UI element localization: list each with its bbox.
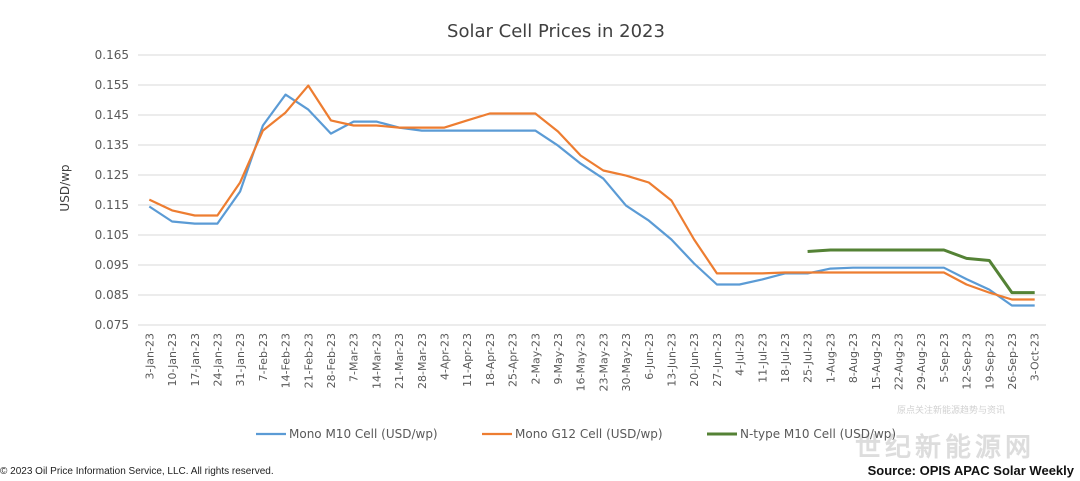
x-tick-label: 14-Feb-23 xyxy=(280,333,293,388)
x-tick-label: 11-Apr-23 xyxy=(461,333,474,387)
x-tick-label: 3-Oct-23 xyxy=(1029,333,1042,381)
x-tick-label: 15-Aug-23 xyxy=(870,333,883,390)
y-tick-label: 0.115 xyxy=(95,198,129,212)
series-line-1 xyxy=(148,93,1035,307)
series-line-2 xyxy=(148,84,1035,301)
x-tick-label: 9-May-23 xyxy=(552,333,565,384)
y-tick-label: 0.145 xyxy=(95,108,129,122)
y-tick-label: 0.095 xyxy=(95,258,129,272)
gridlines xyxy=(138,54,1046,326)
x-tick-label: 10-Jan-23 xyxy=(166,333,179,387)
x-tick-label: 3-Jan-23 xyxy=(143,333,156,380)
x-tick-label: 19-Sep-23 xyxy=(983,333,996,390)
x-tick-label: 25-Apr-23 xyxy=(507,333,520,387)
x-tick-label: 28-Feb-23 xyxy=(325,333,338,388)
x-tick-label: 24-Jan-23 xyxy=(211,333,224,387)
x-tick-label: 27-Jun-23 xyxy=(711,333,724,387)
watermark-caption: 原点关注新能源趋势与资讯 xyxy=(897,405,1006,415)
copyright-note: © 2023 Oil Price Information Service, LL… xyxy=(0,466,274,477)
x-tick-label: 6-Jun-23 xyxy=(643,333,656,380)
x-tick-label: 26-Sep-23 xyxy=(1006,333,1019,390)
y-axis-label: USD/wp xyxy=(58,164,72,211)
legend: Mono M10 Cell (USD/wp) Mono G12 Cell (USD… xyxy=(256,427,896,441)
x-tick-label: 21-Mar-23 xyxy=(393,333,406,389)
x-tick-label: 2-May-23 xyxy=(529,333,542,384)
y-tick-label: 0.165 xyxy=(95,48,129,62)
legend-label-2: Mono G12 Cell (USD/wp) xyxy=(515,427,663,441)
x-tick-label: 25-Jul-23 xyxy=(802,333,815,383)
x-tick-label: 8-Aug-23 xyxy=(847,333,860,383)
x-tick-label: 1-Aug-23 xyxy=(824,333,837,383)
x-tick-label: 23-May-23 xyxy=(597,333,610,391)
legend-label-1: Mono M10 Cell (USD/wp) xyxy=(289,427,438,441)
x-tick-label: 7-Mar-23 xyxy=(348,333,361,382)
series-line-3 xyxy=(807,248,1035,295)
x-tick-label: 5-Sep-23 xyxy=(938,333,951,383)
watermark-logo: 世纪新能源网 xyxy=(855,433,1036,463)
y-tick-label: 0.135 xyxy=(95,138,129,152)
legend-label-3: N-type M10 Cell (USD/wp) xyxy=(740,427,896,441)
y-tick-label: 0.085 xyxy=(95,288,129,302)
x-tick-label: 16-May-23 xyxy=(575,333,588,391)
y-tick-label: 0.125 xyxy=(95,168,129,182)
y-tick-label: 0.155 xyxy=(95,78,129,92)
y-tick-label: 0.075 xyxy=(95,318,129,332)
x-tick-label: 7-Feb-23 xyxy=(257,333,270,381)
x-tick-label: 31-Jan-23 xyxy=(234,333,247,387)
chart-title: Solar Cell Prices in 2023 xyxy=(447,21,665,42)
x-tick-label: 20-Jun-23 xyxy=(688,333,701,387)
x-tick-label: 21-Feb-23 xyxy=(302,333,315,388)
source-note: Source: OPIS APAC Solar Weekly xyxy=(867,463,1074,478)
x-tick-label: 13-Jun-23 xyxy=(665,333,678,387)
x-tick-label: 11-Jul-23 xyxy=(756,333,769,383)
x-tick-label: 18-Jul-23 xyxy=(779,333,792,383)
y-tick-label: 0.105 xyxy=(95,228,129,242)
x-tick-label: 4-Apr-23 xyxy=(438,333,451,380)
y-axis-ticks: 0.075 0.085 0.095 0.105 0.115 0.125 0.135 0.145… xyxy=(95,48,129,332)
series-lines xyxy=(148,84,1035,307)
x-tick-label: 12-Sep-23 xyxy=(961,333,974,390)
x-tick-label: 30-May-23 xyxy=(620,333,633,391)
x-tick-label: 22-Aug-23 xyxy=(892,333,905,390)
x-tick-label: 28-Mar-23 xyxy=(416,333,429,389)
x-tick-label: 4-Jul-23 xyxy=(734,333,747,376)
x-axis-ticks: 3-Jan-23 10-Jan-23 17-Jan-23 24-Jan-23 31-Ja… xyxy=(143,333,1041,391)
x-tick-label: 17-Jan-23 xyxy=(189,333,202,387)
x-tick-label: 29-Aug-23 xyxy=(915,333,928,390)
x-tick-label: 18-Apr-23 xyxy=(484,333,497,387)
x-tick-label: 14-Mar-23 xyxy=(370,333,383,389)
